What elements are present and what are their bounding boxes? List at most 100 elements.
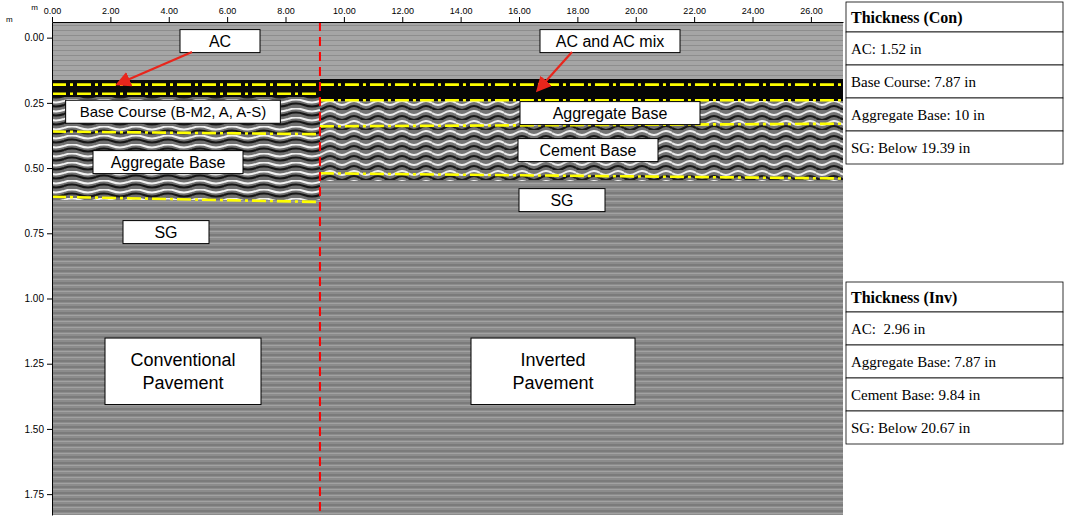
axis-line xyxy=(52,23,53,516)
table-cell xyxy=(846,131,1063,164)
annotation-text: Inverted Pavement xyxy=(512,350,593,393)
table-cell-text: Aggregate Base: 7.87 in xyxy=(851,354,996,370)
tick-mark xyxy=(47,38,52,39)
chart-svg: 0.000.250.500.751.001.251.501.750.002.00… xyxy=(0,0,1066,525)
y-tick: 1.00 xyxy=(25,293,52,304)
x-tick: 0.00 xyxy=(44,6,62,22)
thickness-table: Thickness (Con)AC: 1.52 inBase Course: 7… xyxy=(846,2,1063,164)
table-cell xyxy=(846,312,1063,345)
annotation: Inverted Pavement xyxy=(471,338,635,405)
tick-mark xyxy=(694,17,695,22)
annotation-line: Inverted xyxy=(520,350,585,370)
tick-mark xyxy=(47,364,52,365)
tick-label: 16.00 xyxy=(508,6,531,16)
annotation-box xyxy=(123,221,209,244)
table-cell xyxy=(846,411,1063,444)
table-title: Thickness (Inv) xyxy=(851,289,957,307)
table-cell xyxy=(846,345,1063,378)
tick-mark xyxy=(52,17,53,22)
tick-label: 0.50 xyxy=(25,163,45,174)
radargram-texture xyxy=(52,22,843,515)
chart-root: 0.000.250.500.751.001.251.501.750.002.00… xyxy=(0,0,1066,525)
radargram-texture xyxy=(52,97,320,200)
tick-label: 0.00 xyxy=(25,32,45,43)
divider-line xyxy=(319,22,321,515)
annotation-text: Cement Base xyxy=(540,142,637,159)
tick-mark xyxy=(47,233,52,234)
radargram-background xyxy=(52,22,843,515)
annotation-box xyxy=(66,100,281,123)
x-tick: 22.00 xyxy=(683,6,706,22)
annotation: Aggregate Base xyxy=(93,151,243,174)
radargram-texture xyxy=(52,22,843,80)
annotation-text: AC and AC mix xyxy=(556,33,664,50)
x-tick: 14.00 xyxy=(450,6,473,22)
y-tick: 1.50 xyxy=(25,424,52,435)
y-tick: 0.00 xyxy=(25,32,52,43)
radargram-texture xyxy=(320,79,843,101)
x-tick: 2.00 xyxy=(102,6,120,22)
annotation: AC xyxy=(180,30,260,53)
x-tick: 24.00 xyxy=(742,6,765,22)
table-cell-text: SG: Below 19.39 in xyxy=(851,140,971,156)
annotation: SG xyxy=(519,189,605,212)
annotation: ConventionalPavement xyxy=(105,338,261,405)
y-axis: 0.000.250.500.751.001.251.501.75 xyxy=(25,23,53,516)
table-header-cell xyxy=(846,2,1063,32)
annotation-text: Aggregate Base xyxy=(553,105,668,122)
table-title: Thickness (Con) xyxy=(851,9,963,27)
tick-mark xyxy=(47,494,52,495)
tick-label: 0.25 xyxy=(25,98,45,109)
layer-boundary xyxy=(52,92,320,95)
tick-mark xyxy=(519,17,520,22)
tick-label: 1.50 xyxy=(25,424,45,435)
annotation-box xyxy=(520,102,700,125)
tick-mark xyxy=(461,17,462,22)
axis-line xyxy=(53,22,844,23)
tick-mark xyxy=(47,103,52,104)
tick-mark xyxy=(577,17,578,22)
table-cell xyxy=(846,32,1063,65)
tick-label: 12.00 xyxy=(391,6,414,16)
table-cell-text: Base Course: 7.87 in xyxy=(851,74,976,90)
tick-mark xyxy=(169,17,170,22)
annotation-box xyxy=(519,189,605,212)
layer-lines xyxy=(52,22,843,515)
tick-label: 14.00 xyxy=(450,6,473,16)
tick-label: 0.75 xyxy=(25,228,45,239)
radargram-texture xyxy=(52,80,320,97)
tick-mark xyxy=(47,168,52,169)
tick-mark xyxy=(811,17,812,22)
x-tick: 16.00 xyxy=(508,6,531,22)
annotation-text: AC xyxy=(209,33,231,50)
y-tick: 0.75 xyxy=(25,228,52,239)
tick-label: 10.00 xyxy=(333,6,356,16)
x-tick: 10.00 xyxy=(333,6,356,22)
y-axis-title: m xyxy=(6,15,13,24)
annotation-box xyxy=(471,338,635,405)
tick-mark xyxy=(286,17,287,22)
annotation-box xyxy=(180,30,260,53)
annotation: SG xyxy=(123,221,209,244)
annotation: Base Course (B-M2, A, A-S) xyxy=(66,100,281,123)
layer-boundary xyxy=(52,197,320,202)
tick-label: 6.00 xyxy=(219,6,237,16)
tick-mark xyxy=(227,17,228,22)
annotation-line: Conventional xyxy=(130,350,235,370)
tick-mark xyxy=(110,17,111,22)
tick-mark xyxy=(47,429,52,430)
x-tick: 8.00 xyxy=(277,6,295,22)
table-cell-text: Cement Base: 9.84 in xyxy=(851,387,981,403)
table-cell xyxy=(846,98,1063,131)
layer-boundary xyxy=(52,132,320,135)
annotation-line: Pavement xyxy=(512,373,593,393)
annotation-text: Base Course (B-M2, A, A-S) xyxy=(80,103,267,120)
x-axis: 0.002.004.006.008.0010.0012.0014.0016.00… xyxy=(44,6,844,23)
annotation-text: ConventionalPavement xyxy=(130,350,235,393)
x-tick: 20.00 xyxy=(625,6,648,22)
table-header-cell xyxy=(846,282,1063,312)
annotation-box xyxy=(105,338,261,405)
table-cell xyxy=(846,378,1063,411)
tick-label: 8.00 xyxy=(277,6,295,16)
x-tick: 18.00 xyxy=(567,6,590,22)
